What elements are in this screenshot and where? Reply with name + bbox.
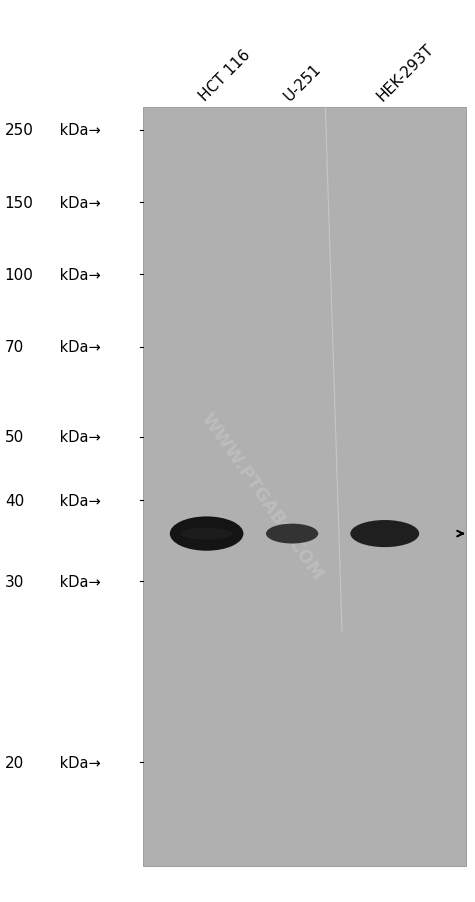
Text: kDa→: kDa→ [55,340,100,354]
Ellipse shape [181,528,232,540]
Text: WWW.PTGABC.COM: WWW.PTGABC.COM [197,410,326,583]
Text: kDa→: kDa→ [55,755,100,769]
Text: 40: 40 [5,493,24,508]
Ellipse shape [350,520,419,548]
Text: kDa→: kDa→ [55,268,100,282]
FancyBboxPatch shape [142,108,465,866]
Text: kDa→: kDa→ [55,430,100,445]
Text: kDa→: kDa→ [55,124,100,138]
Text: HEK-293T: HEK-293T [374,41,437,104]
Text: 50: 50 [5,430,24,445]
Text: 100: 100 [5,268,34,282]
Text: 70: 70 [5,340,24,354]
Text: 150: 150 [5,196,34,210]
Text: kDa→: kDa→ [55,196,100,210]
Text: U-251: U-251 [282,61,324,104]
Text: 250: 250 [5,124,34,138]
Text: kDa→: kDa→ [55,575,100,589]
Text: 20: 20 [5,755,24,769]
Text: 30: 30 [5,575,24,589]
Text: kDa→: kDa→ [55,493,100,508]
Text: HCT 116: HCT 116 [196,47,253,104]
Ellipse shape [170,517,243,551]
Ellipse shape [266,524,318,544]
